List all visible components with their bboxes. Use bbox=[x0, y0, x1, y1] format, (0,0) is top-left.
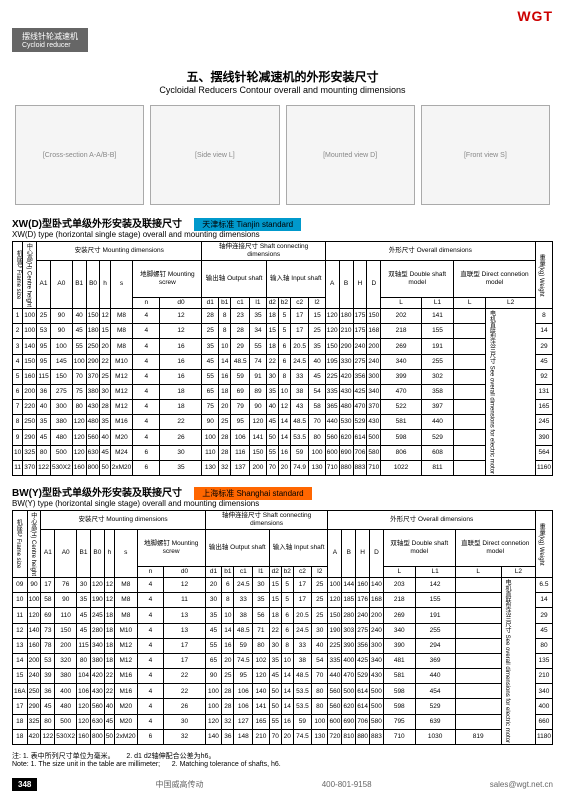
notes: 注: 1. 表中所列尺寸单位为毫米。 2. d1 d2轴伸配合公差为h6。 No… bbox=[12, 751, 553, 768]
xw-table: 机座号 Frame size中心高(H) Centre height安装尺寸 M… bbox=[12, 241, 553, 476]
note-cn2: 2. d1 d2轴伸配合公差为h6。 bbox=[126, 753, 215, 760]
main-title: 五、摆线针轮减速机的外形安装尺寸 Cycloidal Reducers Cont… bbox=[12, 68, 553, 95]
page-number: 348 bbox=[12, 778, 37, 791]
note-cn1: 注: 1. 表中所列尺寸单位为毫米。 bbox=[12, 753, 115, 760]
table-row: 099017763012012M841220624.53015517251001… bbox=[13, 578, 553, 593]
footer-email: sales@wgt.net.cn bbox=[490, 780, 553, 789]
xw-subtitle-cn: XW(D)型卧式单级外形安装及联接尺寸 bbox=[12, 219, 182, 230]
table-row: 14200533208038018M12417652074.5102351038… bbox=[13, 653, 553, 668]
header-bar: 摆线针轮减速机 Cycloid reducer bbox=[12, 28, 88, 52]
xw-subtitle-row: XW(D)型卧式单级外形安装及联接尺寸 天津标准 Tianjin standar… bbox=[12, 215, 553, 239]
bw-subtitle-cn: BW(Y)型卧式单级外形安装及联接尺寸 bbox=[12, 488, 182, 499]
header-en: Cycloid reducer bbox=[22, 42, 78, 49]
table-row: 11370122530X2160800502xM2063513032137200… bbox=[13, 460, 553, 475]
footer-company: 中国威高传动 bbox=[156, 779, 204, 790]
table-row: 172904548012056040M204261002810614150145… bbox=[13, 699, 553, 714]
table-row: 82503538012048035M16422902595120451448.5… bbox=[13, 415, 553, 430]
table-row: 16A2503640010643022M16422100281061405014… bbox=[13, 684, 553, 699]
note-en2: 2. Matching tolerance of shafts, h6. bbox=[172, 761, 281, 768]
table-row: 18420122530X2160800502xM2063214036148210… bbox=[13, 729, 553, 744]
brand-logo: WGT bbox=[12, 8, 553, 24]
table-row: 103258050012063045M246301102811615055165… bbox=[13, 445, 553, 460]
table-row: 92904548012056040M2042610028106141501453… bbox=[13, 430, 553, 445]
diagram-3: [Mounted view D] bbox=[286, 105, 415, 205]
table-row: 183258050012063045M204301203212716555165… bbox=[13, 714, 553, 729]
table-row: 1010058903519012M84113083335155172512018… bbox=[13, 593, 553, 608]
diagram-1: [Cross-section A-A/B-B] bbox=[15, 105, 144, 205]
main-title-en: Cycloidal Reducers Contour overall and m… bbox=[12, 85, 553, 95]
main-title-cn: 五、摆线针轮减速机的外形安装尺寸 bbox=[12, 68, 553, 85]
table-row: 131607820011534018M124175516598030833402… bbox=[13, 638, 553, 653]
header-cn: 摆线针轮减速机 bbox=[22, 31, 78, 42]
table-row: 7220403008043028M12418752079904012435836… bbox=[13, 400, 553, 415]
table-row: 41509514510029022M10416451448.57422624.5… bbox=[13, 354, 553, 369]
bw-subtitle-en: BW(Y) type (horizontal single stage) ove… bbox=[12, 499, 312, 508]
table-row: 210053904518015M841225828341551725120210… bbox=[13, 324, 553, 339]
table-row: 6200362757538030M12418651869893510385433… bbox=[13, 384, 553, 399]
bw-table: 机座号 Frame size中心高(H) Centre height安装尺寸 M… bbox=[12, 510, 553, 745]
xw-subtitle-en: XW(D) type (horizontal single stage) ove… bbox=[12, 230, 301, 239]
diagram-4: [Front view S] bbox=[421, 105, 550, 205]
bw-subtitle-row: BW(Y)型卧式单级外形安装及联接尺寸 上海标准 Shanghai standa… bbox=[12, 484, 553, 508]
diagram-2: [Side view L] bbox=[150, 105, 279, 205]
footer-phone: 400-801-9158 bbox=[322, 780, 372, 789]
table-row: 110025904015012M841228823351851715120180… bbox=[13, 309, 553, 324]
diagrams-row: [Cross-section A-A/B-B] [Side view L] [M… bbox=[12, 105, 553, 205]
footer: 348 中国威高传动 400-801-9158 sales@wgt.net.cn bbox=[12, 778, 553, 791]
table-row: 152403938010442022M16422902595120451448.… bbox=[13, 669, 553, 684]
table-row: 11120691104524518M84133510385618620.5251… bbox=[13, 608, 553, 623]
table-row: 3140951005525020M84163510295518620.53515… bbox=[13, 339, 553, 354]
note-en1: Note: 1. The size unit in the table are … bbox=[12, 761, 160, 768]
table-row: 51601151507037025M1241655165991308334522… bbox=[13, 369, 553, 384]
table-row: 12140731504528018M10413451448.57122624.5… bbox=[13, 623, 553, 638]
